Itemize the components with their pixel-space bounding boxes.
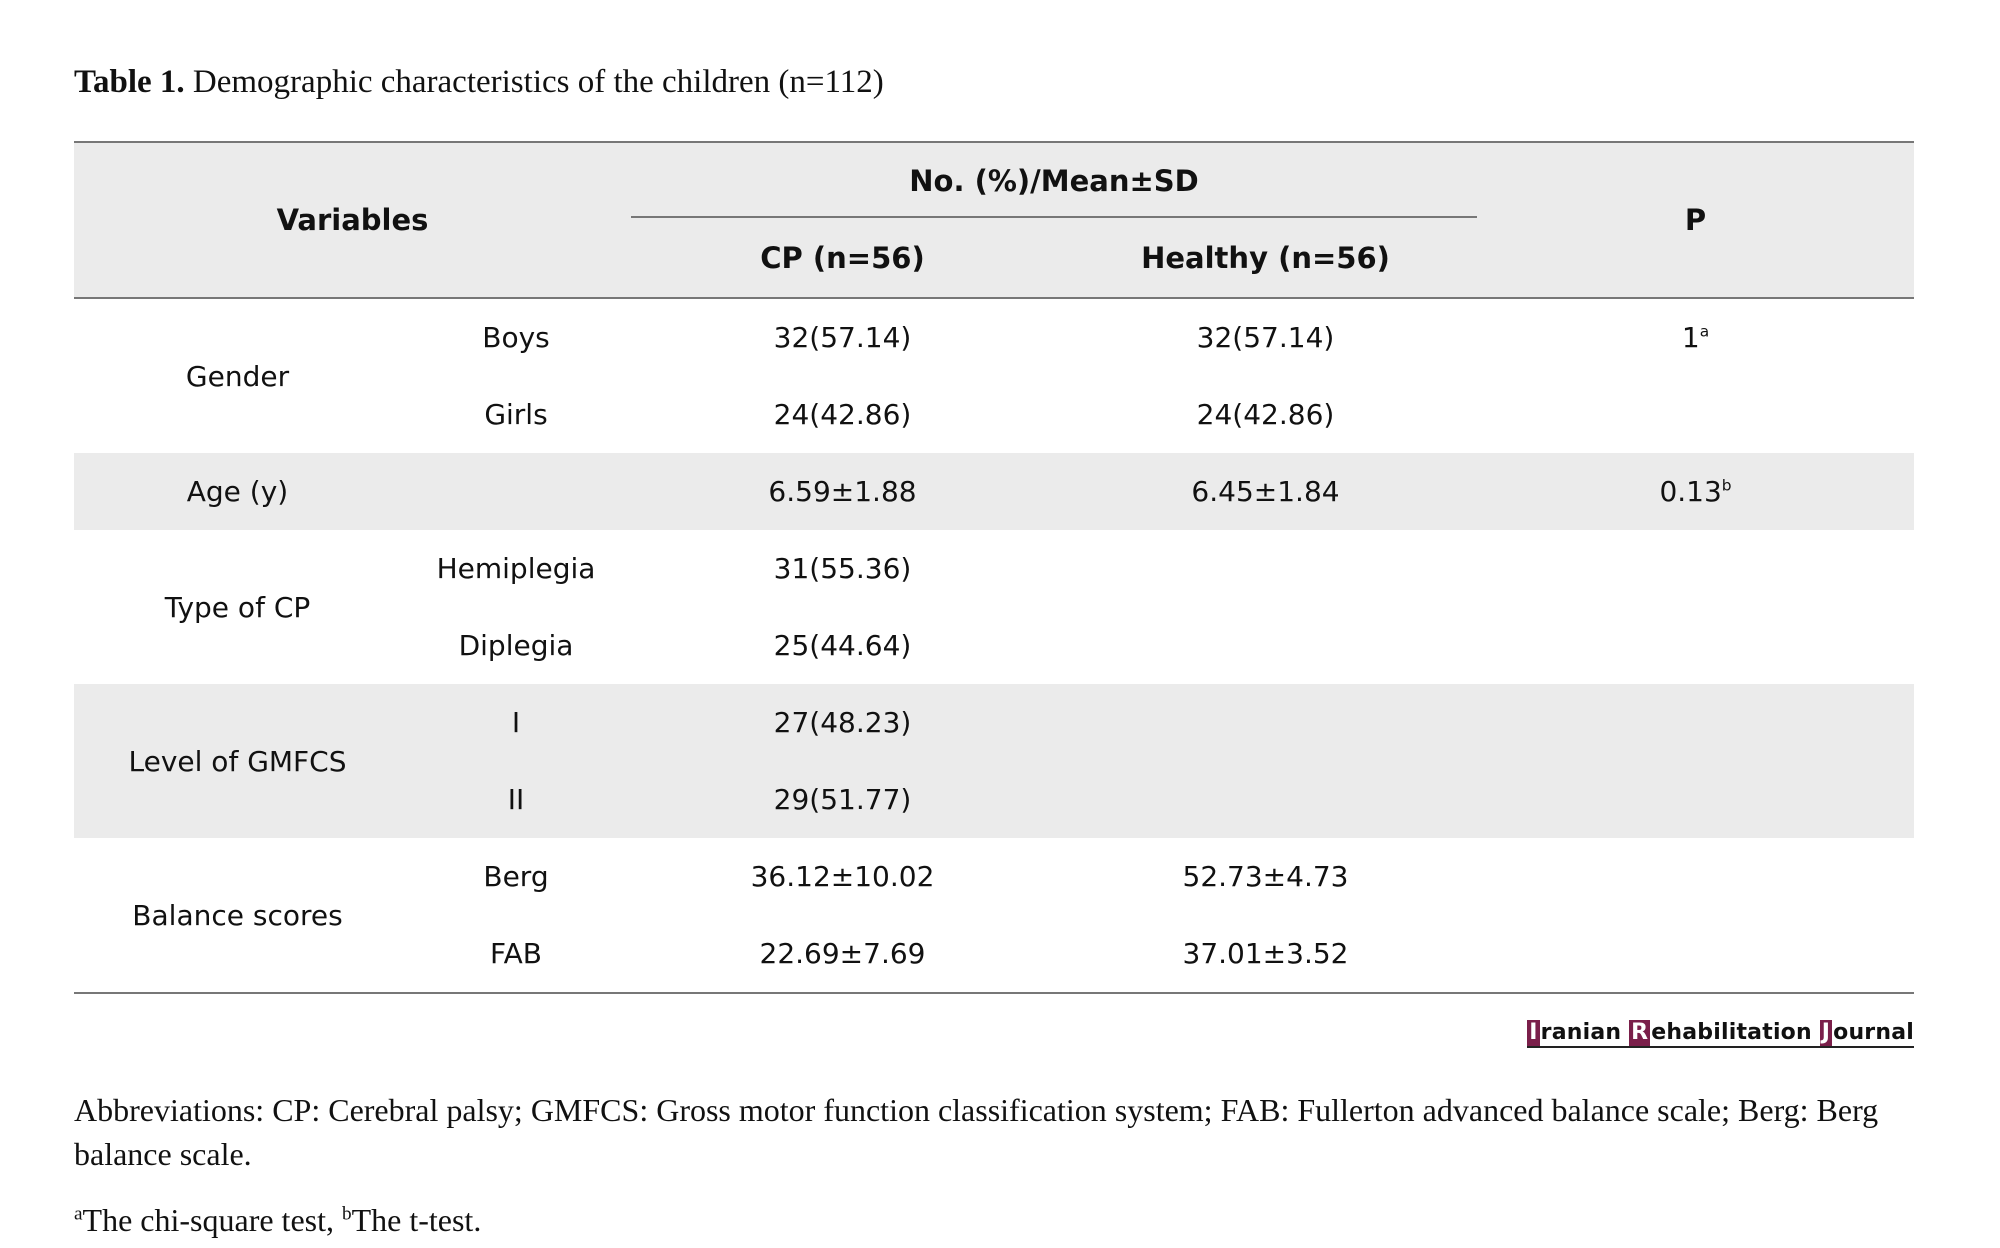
row-variable-name: Gender (185, 359, 290, 393)
cell-healthy-value: 52.73±4.73 (1182, 860, 1349, 893)
cell-p-value (1477, 915, 1914, 994)
cell-healthy-value (1054, 684, 1477, 761)
cell-cp-value: 32(57.14) (773, 321, 912, 354)
cell-cp-value: 22.69±7.69 (631, 915, 1054, 994)
row-variable-name: Balance scores (74, 838, 401, 994)
row-subcategory: FAB (401, 915, 631, 994)
cell-p-value: 0.13b (1477, 453, 1914, 530)
cell-p-value: 1a (1477, 298, 1914, 376)
header-cp: CP (n=56) (631, 218, 1054, 299)
p-value-footnote-mark: b (1721, 476, 1732, 495)
cell-cp-value: 29(51.77) (631, 761, 1054, 838)
table-body: Gender Boys 32(57.14) 32(57.14) 1a Girls 24(42… (74, 298, 1914, 994)
cell-cp-value: 6.59±1.88 (631, 453, 1054, 530)
footnote-b-text: The t-test. (351, 1202, 482, 1238)
row-subcategory: Girls (484, 398, 548, 431)
cell-cp-value: 27(48.23) (631, 684, 1054, 761)
row-subcategory (401, 453, 631, 530)
row-variable-name: Age (y) (74, 453, 401, 530)
cell-cp-value: 24(42.86) (773, 398, 912, 431)
brand-initial: R (1629, 1020, 1651, 1046)
row-subcategory: Boys (482, 321, 550, 354)
cell-p-value (1477, 530, 1914, 607)
abbreviations-note: Abbreviations: CP: Cerebral palsy; GMFCS… (74, 1092, 1879, 1172)
footnote-a-text: The chi-square test, (82, 1202, 342, 1238)
cell-cp-value: 25(44.64) (773, 629, 912, 662)
row-subcategory: Berg (483, 860, 549, 893)
table-header: Variables No. (%)/Mean±SD P CP (n=56) He… (74, 141, 1914, 299)
table-row: Girls 24(42.86) 24(42.86) (74, 376, 1914, 453)
demographics-table: Variables No. (%)/Mean±SD P CP (n=56) He… (74, 141, 1914, 994)
cell-healthy-value (1054, 530, 1477, 607)
p-value-text: 0.13 (1659, 475, 1722, 508)
row-variable-name: Type of CP (164, 590, 311, 624)
brand-word: ehabilitation (1651, 1020, 1820, 1045)
row-subcategory: Diplegia (458, 629, 574, 662)
table-row: II 29(51.77) (74, 761, 1914, 838)
brand-initial: I (1527, 1020, 1540, 1046)
cell-p-value (1477, 684, 1914, 761)
table-caption-text: Demographic characteristics of the child… (192, 64, 884, 100)
table-row: Diplegia 25(44.64) (74, 607, 1914, 684)
header-healthy: Healthy (n=56) (1054, 218, 1477, 299)
header-group: No. (%)/Mean±SD (631, 141, 1477, 219)
footnote-b-mark: b (341, 1203, 352, 1225)
cell-healthy-value (1054, 607, 1477, 684)
cell-p-value (1477, 838, 1914, 915)
cell-healthy-value: 32(57.14) (1196, 321, 1335, 354)
cell-p-value (1477, 761, 1914, 838)
table-row: Type of CP Hemiplegia 31(55.36) (74, 530, 1914, 624)
p-value-text: 1 (1681, 321, 1700, 354)
cell-healthy-value: 6.45±1.84 (1054, 453, 1477, 530)
table-row: FAB 22.69±7.69 37.01±3.52 (74, 915, 1914, 994)
header-variables: Variables (74, 141, 631, 299)
cell-cp-value: 31(55.36) (773, 552, 912, 585)
cell-healthy-value (1054, 761, 1477, 838)
cell-healthy-value: 37.01±3.52 (1054, 915, 1477, 994)
p-value-footnote-mark: a (1699, 322, 1710, 341)
demographics-table-container: Variables No. (%)/Mean±SD P CP (n=56) He… (74, 141, 1914, 994)
table-row: Age (y) 6.59±1.88 6.45±1.84 0.13b (74, 453, 1914, 530)
table-row: Gender Boys 32(57.14) 32(57.14) 1a (74, 298, 1914, 393)
brand-initial: J (1819, 1020, 1833, 1046)
cell-p-value (1477, 376, 1914, 453)
table-caption: Table 1. Demographic characteristics of … (74, 64, 884, 101)
test-footnote: aThe chi-square test, bThe t-test. (74, 1202, 481, 1239)
footnote-a-mark: a (74, 1203, 83, 1225)
cell-p-value (1477, 607, 1914, 684)
cell-healthy-value: 24(42.86) (1196, 398, 1335, 431)
cell-cp-value: 36.12±10.02 (750, 860, 935, 893)
table-row: Balance scores Berg 36.12±10.02 52.73±4.73 (74, 838, 1914, 994)
row-subcategory: I (401, 684, 631, 761)
brand-word: ranian (1540, 1020, 1630, 1045)
row-variable-name: Level of GMFCS (74, 684, 401, 838)
row-subcategory: II (401, 761, 631, 838)
table-caption-label: Table 1. (74, 64, 185, 100)
row-subcategory: Hemiplegia (436, 552, 596, 585)
table-row: Level of GMFCS I 27(48.23) (74, 684, 1914, 838)
brand-word: ournal (1833, 1020, 1914, 1045)
header-p: P (1477, 141, 1914, 299)
